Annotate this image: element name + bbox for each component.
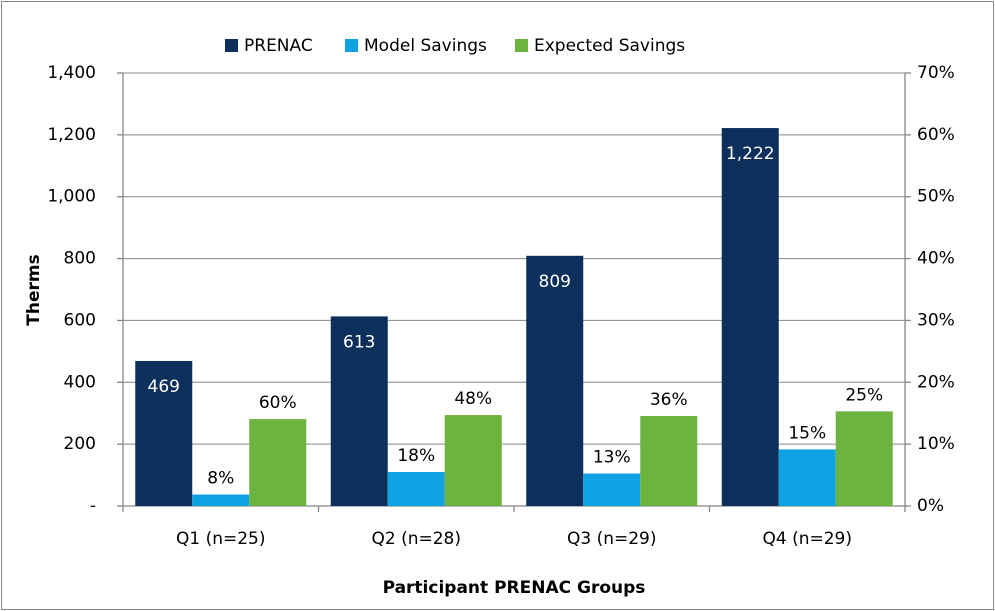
y-tick-label: 1,200 (47, 125, 96, 145)
y-axis-title: Therms (24, 254, 44, 325)
bar (192, 494, 250, 506)
bar-data-label: 15% (788, 423, 826, 443)
y-tick-label: 200 (64, 434, 96, 454)
bar (583, 473, 641, 506)
bar (778, 449, 836, 506)
legend-swatch (345, 39, 358, 52)
bar (249, 419, 307, 506)
y-tick-label: 1,000 (47, 187, 96, 207)
legend-label: Expected Savings (534, 36, 685, 56)
x-tick-label: Q4 (n=29) (762, 529, 852, 549)
y-tick-label: - (90, 496, 96, 516)
legend-swatch (225, 39, 238, 52)
bar (835, 411, 893, 506)
y2-tick-label: 50% (917, 187, 955, 207)
y2-tick-label: 60% (917, 125, 955, 145)
bar (330, 316, 388, 506)
x-tick-label: Q1 (n=25) (176, 529, 266, 549)
y-tick-label: 800 (64, 249, 96, 269)
bar-value-label: 1,222 (726, 144, 775, 164)
y2-tick-label: 70% (917, 63, 955, 83)
x-axis-title: Participant PRENAC Groups (383, 578, 646, 598)
bar (444, 415, 502, 506)
y-tick-label: 600 (64, 310, 96, 330)
bar-data-label: 60% (259, 393, 297, 413)
bar-data-label: 18% (397, 446, 435, 466)
bar (721, 128, 779, 506)
bar (640, 415, 698, 506)
bar (526, 255, 584, 506)
bar (387, 471, 445, 506)
bar-value-label: 613 (343, 332, 375, 352)
bar-data-label: 8% (207, 469, 234, 489)
y2-tick-label: 40% (917, 249, 955, 269)
y2-tick-label: 20% (917, 372, 955, 392)
x-tick-label: Q2 (n=28) (371, 529, 461, 549)
y-tick-label: 400 (64, 372, 96, 392)
y2-tick-label: 10% (917, 434, 955, 454)
bar (135, 360, 193, 506)
bar-data-label: 13% (593, 448, 631, 468)
bar-data-label: 25% (845, 385, 883, 405)
bar-data-label: 48% (454, 389, 492, 409)
legend-swatch (515, 39, 528, 52)
bar-value-label: 809 (539, 272, 571, 292)
legend-label: PRENAC (244, 36, 313, 56)
legend-label: Model Savings (364, 36, 487, 56)
x-tick-label: Q3 (n=29) (567, 529, 657, 549)
y-tick-label: 1,400 (47, 63, 96, 83)
bar-value-label: 469 (148, 377, 180, 397)
bar-data-label: 36% (650, 390, 688, 410)
y2-tick-label: 0% (917, 496, 944, 516)
y2-tick-label: 30% (917, 310, 955, 330)
